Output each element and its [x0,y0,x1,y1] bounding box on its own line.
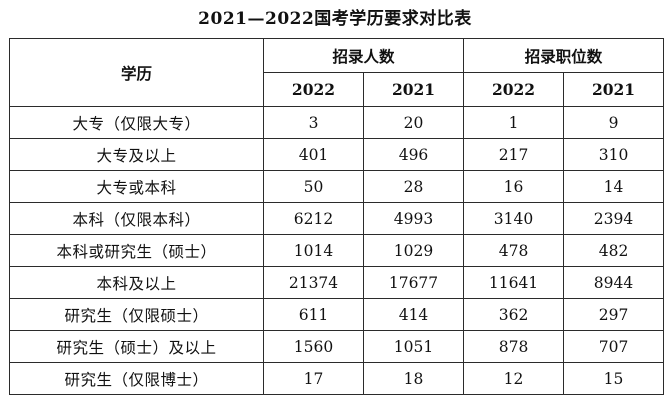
education-cell: 研究生（硕士）及以上 [9,330,264,363]
table-title: 2021—2022国考学历要求对比表 [198,9,472,29]
value-cell: 482 [563,234,665,267]
value-cell: 878 [463,330,565,363]
value-cell: 20 [362,106,465,139]
value-cell: 611 [263,298,364,331]
value-cell: 217 [463,138,565,171]
column-header-year: 2022 [263,72,364,107]
value-cell: 16 [463,170,565,203]
education-cell: 研究生（仅限硕士） [9,298,264,331]
education-comparison-table: 学历 招录人数 招录职位数 2022 2021 2022 2021 大专（仅限大… [9,38,665,395]
column-header-year: 2021 [362,72,465,107]
value-cell: 4993 [362,202,465,235]
value-cell: 414 [362,298,465,331]
education-cell: 本科（仅限本科） [9,202,264,235]
value-cell: 707 [563,330,665,363]
education-cell: 大专（仅限大专） [9,106,264,139]
value-cell: 14 [563,170,665,203]
value-cell: 3 [263,106,364,139]
value-cell: 6212 [263,202,364,235]
education-cell: 大专或本科 [9,170,264,203]
value-cell: 1029 [362,234,465,267]
value-cell: 2394 [563,202,665,235]
table-row: 本科及以上 21374 17677 11641 8944 [9,266,665,299]
table-row: 大专或本科 50 28 16 14 [9,170,665,203]
table-row: 大专（仅限大专） 3 20 1 9 [9,106,665,139]
value-cell: 401 [263,138,364,171]
education-cell: 本科及以上 [9,266,264,299]
header-row-years: 2022 2021 2022 2021 [10,72,665,107]
value-cell: 1 [463,106,565,139]
education-cell: 本科或研究生（硕士） [9,234,264,267]
value-cell: 1560 [263,330,364,363]
value-cell: 1014 [263,234,364,267]
value-cell: 17677 [362,266,465,299]
value-cell: 496 [362,138,465,171]
table-row: 本科（仅限本科） 6212 4993 3140 2394 [9,202,665,235]
education-cell: 大专及以上 [9,138,264,171]
value-cell: 50 [263,170,364,203]
value-cell: 11641 [463,266,565,299]
value-cell: 3140 [463,202,565,235]
value-cell: 297 [563,298,665,331]
header-row-groups: 学历 招录人数 招录职位数 [9,38,665,107]
value-cell: 28 [362,170,465,203]
column-header-year: 2022 [463,72,565,107]
value-cell: 18 [362,362,465,395]
value-cell: 310 [563,138,665,171]
column-group-position-count: 招录职位数 [463,38,665,73]
value-cell: 478 [463,234,565,267]
value-cell: 8944 [563,266,665,299]
value-cell: 9 [563,106,665,139]
table-row: 大专及以上 401 496 217 310 [9,138,665,171]
value-cell: 15 [563,362,665,395]
education-cell: 研究生（仅限博士） [9,362,264,395]
value-cell: 17 [263,362,364,395]
table-row: 研究生（硕士）及以上 1560 1051 878 707 [9,330,665,363]
value-cell: 12 [463,362,565,395]
value-cell: 1051 [362,330,465,363]
value-cell: 21374 [263,266,364,299]
table-row: 研究生（仅限博士） 17 18 12 15 [9,362,665,395]
column-group-recruit-count: 招录人数 [262,38,465,73]
table-row: 研究生（仅限硕士） 611 414 362 297 [9,298,665,331]
column-header-education: 学历 [9,38,264,107]
table-row: 本科或研究生（硕士） 1014 1029 478 482 [9,234,665,267]
column-header-year: 2021 [563,72,665,107]
value-cell: 362 [463,298,565,331]
